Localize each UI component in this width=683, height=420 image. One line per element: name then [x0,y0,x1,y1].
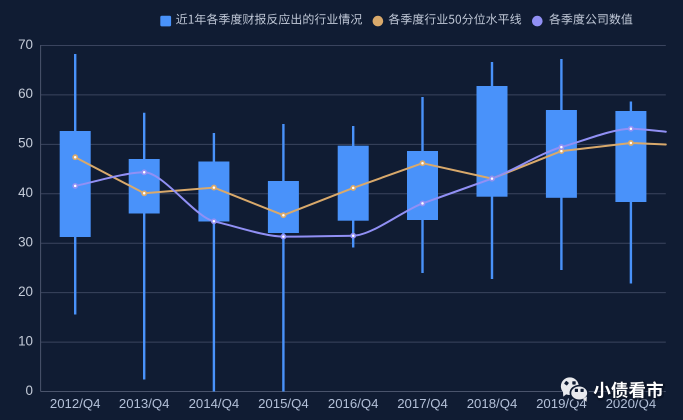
svg-text:0: 0 [26,383,33,398]
svg-text:2012/Q4: 2012/Q4 [50,396,101,411]
svg-text:60: 60 [18,86,33,101]
svg-text:2017/Q4: 2017/Q4 [397,396,448,411]
svg-text:2014/Q4: 2014/Q4 [189,396,240,411]
svg-text:50: 50 [18,136,33,151]
svg-text:10: 10 [18,333,33,348]
svg-text:20: 20 [18,284,33,299]
svg-text:2015/Q4: 2015/Q4 [258,396,309,411]
svg-text:40: 40 [18,185,33,200]
svg-text:30: 30 [18,235,33,250]
svg-text:2018/Q4: 2018/Q4 [467,396,518,411]
svg-text:2016/Q4: 2016/Q4 [328,396,379,411]
svg-text:70: 70 [18,37,33,52]
svg-text:2013/Q4: 2013/Q4 [119,396,170,411]
